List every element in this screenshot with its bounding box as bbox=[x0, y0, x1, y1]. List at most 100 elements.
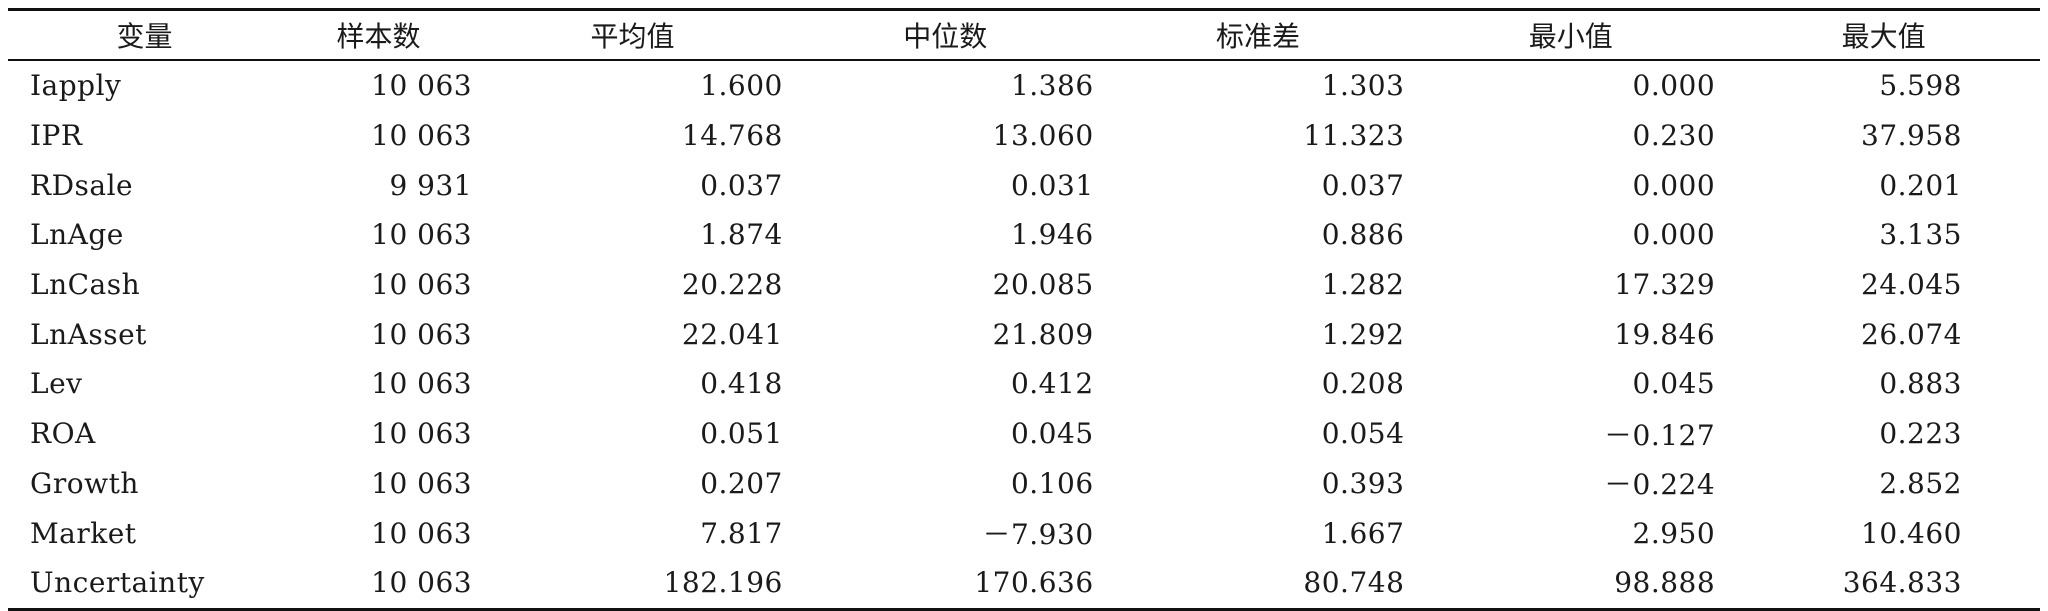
max-cell: 37.958 bbox=[1861, 119, 1962, 153]
variable-name-cell: IPR bbox=[30, 119, 83, 153]
std-dev-cell: 0.054 bbox=[1321, 417, 1405, 451]
mean-cell: 0.418 bbox=[700, 367, 783, 401]
max-cell: 26.074 bbox=[1861, 317, 1962, 351]
median-cell: 1.386 bbox=[1010, 69, 1094, 103]
min-cell: 0.230 bbox=[1632, 119, 1716, 153]
std-dev-cell: 1.292 bbox=[1321, 317, 1405, 351]
table-row: LnAge 10 063 1.874 1.946 0.886 0.000 3.135 bbox=[8, 210, 2040, 260]
variable-name-cell: Uncertainty bbox=[30, 566, 205, 600]
header-std-dev: 标准差 bbox=[1216, 20, 1301, 53]
min-cell: 98.888 bbox=[1614, 566, 1716, 600]
mean-cell: 1.874 bbox=[700, 218, 783, 252]
descriptive-statistics-table-container: 变量 样本数 平均值 中位数 标准差 最小值 最大值 Iapply 10 063 1… bbox=[8, 8, 2040, 611]
median-cell: 0.106 bbox=[1010, 466, 1094, 500]
max-cell: 0.883 bbox=[1879, 367, 1962, 401]
mean-cell: 20.228 bbox=[681, 268, 783, 302]
max-cell: 2.852 bbox=[1879, 466, 1962, 500]
max-cell: 364.833 bbox=[1842, 566, 1962, 600]
table-row: Market 10 063 7.817 －7.930 1.667 2.950 10.460 bbox=[8, 508, 2040, 558]
mean-cell: 22.041 bbox=[681, 317, 783, 351]
header-row: 变量 样本数 平均值 中位数 标准差 最小值 最大值 bbox=[8, 9, 2040, 60]
min-cell: －0.224 bbox=[1604, 468, 1716, 502]
min-cell: 0.045 bbox=[1632, 367, 1716, 401]
sample-size-cell: 10 063 bbox=[371, 119, 473, 153]
std-dev-cell: 0.393 bbox=[1321, 466, 1405, 500]
header-mean: 平均值 bbox=[590, 20, 675, 53]
std-dev-cell: 0.037 bbox=[1321, 168, 1405, 202]
std-dev-cell: 0.208 bbox=[1321, 367, 1405, 401]
std-dev-cell: 1.282 bbox=[1321, 268, 1405, 302]
sample-size-cell: 10 063 bbox=[371, 417, 473, 451]
max-cell: 3.135 bbox=[1879, 218, 1962, 252]
median-cell: 20.085 bbox=[992, 268, 1094, 302]
min-cell: 2.950 bbox=[1632, 516, 1716, 550]
header-variable: 变量 bbox=[116, 20, 173, 53]
std-dev-cell: 0.886 bbox=[1321, 218, 1405, 252]
sample-size-cell: 10 063 bbox=[371, 516, 473, 550]
variable-name-cell: LnAge bbox=[30, 218, 124, 252]
max-cell: 0.201 bbox=[1879, 168, 1962, 202]
table-body: Iapply 10 063 1.600 1.386 1.303 0.000 5.598 IPR… bbox=[8, 60, 2040, 610]
min-cell: －0.127 bbox=[1604, 418, 1716, 452]
sample-size-cell: 10 063 bbox=[371, 317, 473, 351]
mean-cell: 0.207 bbox=[700, 466, 783, 500]
variable-name-cell: Growth bbox=[30, 466, 139, 500]
table-row: RDsale 9 931 0.037 0.031 0.037 0.000 0.201 bbox=[8, 160, 2040, 210]
std-dev-cell: 80.748 bbox=[1303, 566, 1405, 600]
median-cell: 0.045 bbox=[1010, 417, 1094, 451]
header-sample-size: 样本数 bbox=[336, 20, 421, 53]
table-row: Uncertainty 10 063 182.196 170.636 80.748 98.… bbox=[8, 558, 2040, 610]
sample-size-cell: 10 063 bbox=[371, 218, 473, 252]
min-cell: 17.329 bbox=[1614, 268, 1716, 302]
max-cell: 24.045 bbox=[1861, 268, 1962, 302]
std-dev-cell: 11.323 bbox=[1303, 119, 1405, 153]
max-cell: 0.223 bbox=[1879, 417, 1962, 451]
sample-size-cell: 9 931 bbox=[389, 168, 473, 202]
variable-name-cell: LnAsset bbox=[30, 317, 147, 351]
std-dev-cell: 1.303 bbox=[1321, 69, 1405, 103]
mean-cell: 14.768 bbox=[681, 119, 783, 153]
table-row: Iapply 10 063 1.600 1.386 1.303 0.000 5.598 bbox=[8, 60, 2040, 111]
std-dev-cell: 1.667 bbox=[1321, 516, 1405, 550]
median-cell: 13.060 bbox=[992, 119, 1094, 153]
sample-size-cell: 10 063 bbox=[371, 69, 473, 103]
max-cell: 10.460 bbox=[1861, 516, 1962, 550]
median-cell: 0.031 bbox=[1010, 168, 1094, 202]
table-header: 变量 样本数 平均值 中位数 标准差 最小值 最大值 bbox=[8, 9, 2040, 60]
variable-name-cell: Market bbox=[30, 516, 137, 550]
table-row: ROA 10 063 0.051 0.045 0.054 －0.127 0.223 bbox=[8, 409, 2040, 459]
header-max: 最大值 bbox=[1841, 20, 1926, 53]
min-cell: 0.000 bbox=[1632, 168, 1716, 202]
mean-cell: 0.037 bbox=[700, 168, 783, 202]
median-cell: 21.809 bbox=[992, 317, 1094, 351]
mean-cell: 182.196 bbox=[663, 566, 783, 600]
median-cell: 0.412 bbox=[1010, 367, 1094, 401]
table-row: LnCash 10 063 20.228 20.085 1.282 17.329 24.04… bbox=[8, 260, 2040, 310]
table-row: Growth 10 063 0.207 0.106 0.393 －0.224 2.852 bbox=[8, 459, 2040, 509]
max-cell: 5.598 bbox=[1879, 69, 1962, 103]
min-cell: 0.000 bbox=[1632, 218, 1716, 252]
mean-cell: 0.051 bbox=[700, 417, 783, 451]
variable-name-cell: RDsale bbox=[30, 168, 134, 202]
header-median: 中位数 bbox=[903, 20, 988, 53]
table-row: Lev 10 063 0.418 0.412 0.208 0.045 0.883 bbox=[8, 359, 2040, 409]
sample-size-cell: 10 063 bbox=[371, 566, 473, 600]
mean-cell: 1.600 bbox=[700, 69, 783, 103]
variable-name-cell: LnCash bbox=[30, 268, 141, 302]
header-min: 最小值 bbox=[1528, 20, 1613, 53]
min-cell: 0.000 bbox=[1632, 69, 1716, 103]
table-row: LnAsset 10 063 22.041 21.809 1.292 19.846 26.0… bbox=[8, 309, 2040, 359]
sample-size-cell: 10 063 bbox=[371, 268, 473, 302]
descriptive-statistics-table: 变量 样本数 平均值 中位数 标准差 最小值 最大值 Iapply 10 063 1… bbox=[8, 8, 2040, 611]
variable-name-cell: ROA bbox=[30, 417, 96, 451]
sample-size-cell: 10 063 bbox=[371, 466, 473, 500]
median-cell: 1.946 bbox=[1010, 218, 1094, 252]
table-row: IPR 10 063 14.768 13.060 11.323 0.230 37.958 bbox=[8, 111, 2040, 161]
median-cell: 170.636 bbox=[974, 566, 1094, 600]
min-cell: 19.846 bbox=[1614, 317, 1716, 351]
variable-name-cell: Iapply bbox=[30, 69, 122, 103]
median-cell: －7.930 bbox=[982, 518, 1094, 552]
mean-cell: 7.817 bbox=[700, 516, 783, 550]
variable-name-cell: Lev bbox=[30, 367, 83, 401]
sample-size-cell: 10 063 bbox=[371, 367, 473, 401]
